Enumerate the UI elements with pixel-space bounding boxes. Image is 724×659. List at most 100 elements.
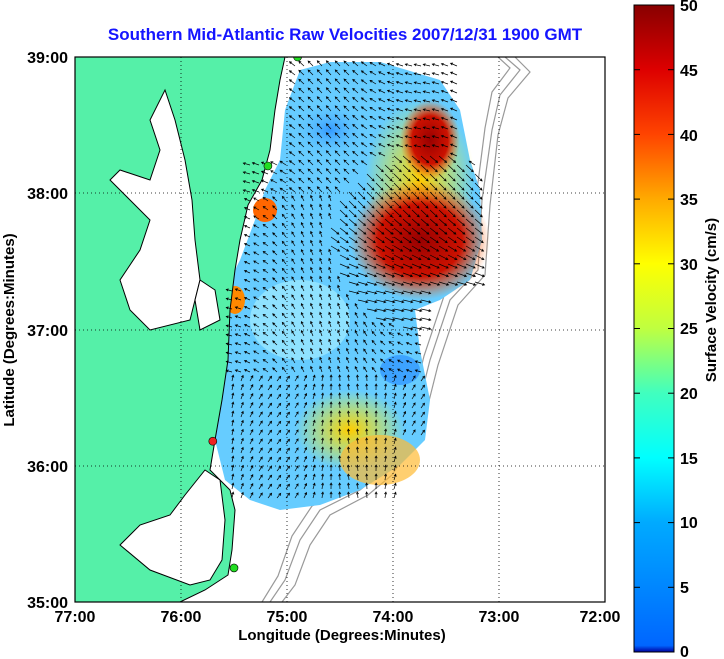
velocity-arrow bbox=[420, 393, 425, 400]
velocity-arrow bbox=[258, 375, 263, 382]
velocity-arrow bbox=[456, 173, 465, 182]
velocity-arrow bbox=[465, 164, 474, 173]
velocity-arrow bbox=[348, 191, 357, 200]
velocity-arrow bbox=[366, 173, 375, 182]
velocity-arrow bbox=[300, 221, 305, 229]
velocity-arrow bbox=[285, 447, 290, 454]
velocity-arrow bbox=[420, 272, 432, 278]
velocity-arrow bbox=[337, 293, 341, 301]
velocity-arrow bbox=[411, 402, 416, 409]
velocity-arrow bbox=[303, 437, 308, 445]
velocity-arrow bbox=[249, 429, 254, 436]
velocity-arrow bbox=[402, 326, 414, 331]
velocity-arrow bbox=[291, 366, 296, 373]
velocity-arrow bbox=[438, 182, 447, 191]
velocity-arrow bbox=[312, 419, 316, 427]
velocity-arrow bbox=[411, 245, 422, 252]
velocity-arrow bbox=[378, 125, 386, 130]
velocity-arrow bbox=[262, 241, 269, 247]
velocity-arrow bbox=[414, 351, 422, 355]
velocity-arrow bbox=[378, 71, 386, 76]
velocity-arrow bbox=[411, 155, 421, 163]
velocity-arrow bbox=[352, 123, 359, 130]
velocity-arrow bbox=[288, 151, 296, 157]
velocity-arrow bbox=[291, 357, 296, 364]
velocity-arrow bbox=[319, 338, 323, 346]
velocity-arrow bbox=[338, 392, 342, 400]
velocity-arrow bbox=[321, 455, 325, 463]
velocity-arrow bbox=[422, 135, 431, 139]
velocity-arrow bbox=[356, 455, 360, 463]
velocity-arrow bbox=[272, 250, 278, 256]
velocity-arrow bbox=[374, 401, 378, 409]
velocity-arrow bbox=[303, 392, 308, 400]
velocity-arrow bbox=[346, 356, 350, 364]
velocity-arrow bbox=[366, 263, 377, 269]
velocity-arrow bbox=[411, 326, 423, 331]
velocity-arrow bbox=[312, 446, 316, 454]
velocity-arrow bbox=[310, 302, 314, 310]
velocity-arrow bbox=[338, 455, 342, 463]
velocity-arrow bbox=[402, 263, 413, 269]
velocity-arrow bbox=[420, 173, 429, 182]
velocity-arrow bbox=[365, 455, 369, 463]
velocity-arrow bbox=[240, 428, 244, 436]
velocity-arrow bbox=[298, 87, 305, 94]
velocity-arrow bbox=[294, 483, 299, 490]
velocity-arrow bbox=[243, 198, 251, 202]
velocity-arrow bbox=[402, 272, 414, 278]
velocity-arrow bbox=[456, 245, 467, 252]
velocity-arrow bbox=[411, 375, 416, 382]
velocity-arrow bbox=[337, 302, 341, 310]
velocity-arrow bbox=[356, 419, 360, 427]
velocity-arrow bbox=[267, 483, 273, 490]
velocity-arrow bbox=[339, 254, 350, 260]
velocity-arrow bbox=[365, 491, 369, 499]
velocity-arrow bbox=[276, 375, 282, 382]
velocity-arrow bbox=[285, 456, 290, 463]
velocity-arrow bbox=[319, 194, 323, 202]
velocity-arrow bbox=[440, 107, 449, 112]
velocity-arrow bbox=[431, 126, 440, 130]
velocity-arrow bbox=[384, 281, 396, 286]
velocity-arrow bbox=[243, 234, 251, 238]
velocity-arrow bbox=[420, 155, 430, 163]
velocity-arrow bbox=[369, 151, 377, 157]
plot-frame bbox=[74, 56, 606, 603]
velocity-arrow bbox=[366, 308, 378, 313]
velocity-arrow bbox=[393, 281, 405, 286]
velocity-arrow bbox=[300, 257, 305, 265]
velocity-arrow bbox=[440, 80, 449, 85]
velocity-arrow bbox=[420, 317, 432, 322]
velocity-arrow bbox=[375, 317, 387, 322]
velocity-arrow bbox=[429, 182, 438, 191]
velocity-arrow bbox=[375, 209, 384, 218]
velocity-arrow bbox=[339, 209, 348, 218]
velocity-arrow bbox=[431, 108, 440, 112]
velocity-arrow bbox=[384, 182, 393, 191]
velocity-arrow bbox=[231, 464, 235, 472]
velocity-arrow bbox=[371, 330, 377, 337]
velocity-arrow bbox=[347, 446, 351, 454]
velocity-arrow bbox=[249, 447, 254, 454]
velocity-arrow bbox=[303, 383, 308, 391]
velocity-vectors bbox=[225, 60, 486, 499]
velocity-arrow bbox=[272, 277, 278, 283]
velocity-arrow bbox=[346, 320, 350, 328]
velocity-arrow bbox=[262, 232, 269, 238]
velocity-arrow bbox=[402, 182, 411, 191]
velocity-arrow bbox=[449, 107, 458, 112]
velocity-arrow bbox=[285, 402, 290, 409]
velocity-arrow bbox=[447, 164, 456, 173]
velocity-arrow bbox=[267, 375, 273, 382]
velocity-arrow bbox=[429, 200, 438, 209]
velocity-arrow bbox=[231, 401, 235, 409]
velocity-arrow bbox=[438, 218, 448, 227]
velocity-arrow bbox=[375, 263, 386, 269]
velocity-arrow bbox=[348, 209, 357, 218]
velocity-arrow bbox=[330, 236, 340, 244]
velocity-arrow bbox=[253, 287, 260, 292]
velocity-arrow bbox=[447, 200, 456, 209]
velocity-arrow bbox=[321, 446, 325, 454]
colorbar-tick-label: 50 bbox=[680, 0, 698, 15]
